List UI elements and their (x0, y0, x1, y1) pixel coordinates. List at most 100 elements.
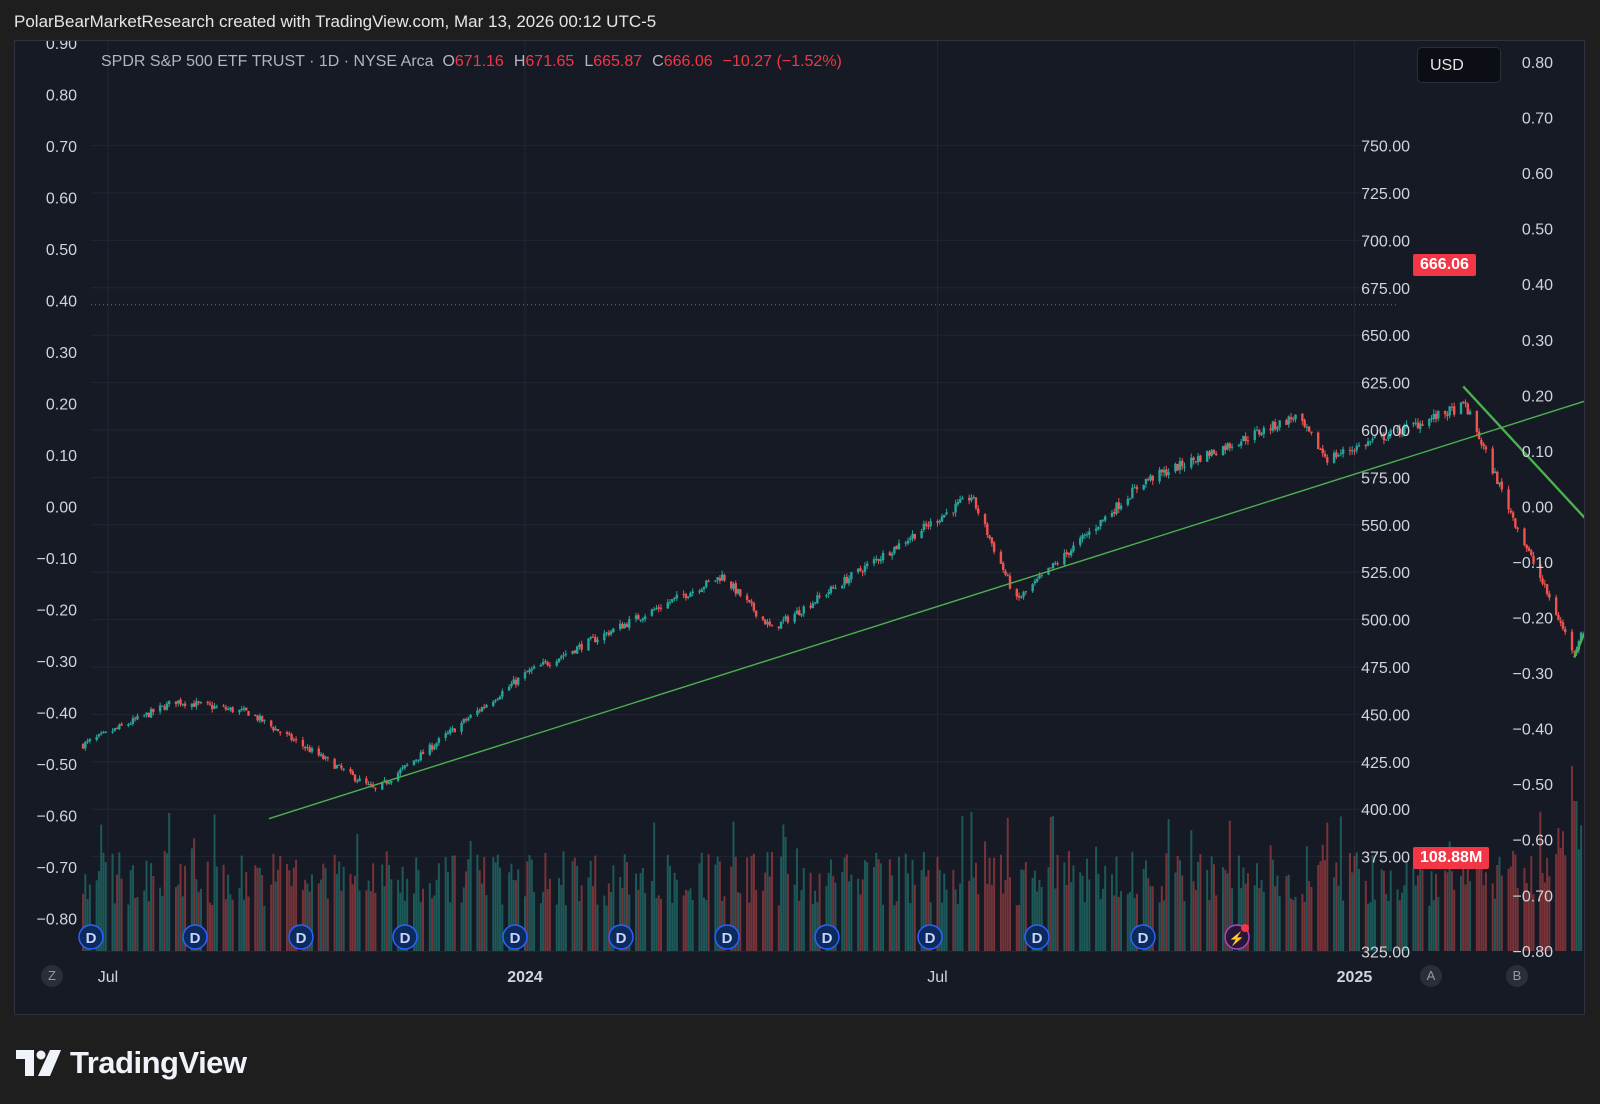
candle-body (1418, 423, 1422, 430)
volume-bar (659, 898, 662, 951)
volume-bar (825, 885, 828, 951)
dividend-marker-icon[interactable] (714, 924, 740, 950)
candle-body (578, 644, 581, 647)
dividend-marker-icon[interactable] (392, 924, 418, 950)
candle-body (1020, 597, 1023, 599)
volume-bar (571, 861, 574, 951)
candle-body (1516, 527, 1519, 530)
volume-bar (1541, 873, 1544, 951)
b-button[interactable]: B (1506, 965, 1528, 987)
dividend-marker-icon[interactable] (1024, 924, 1050, 950)
volume-bar (1129, 892, 1132, 951)
dividend-marker-icon[interactable] (288, 924, 314, 950)
candle-body (845, 576, 849, 584)
volume-bar (467, 859, 470, 951)
volume-bar (637, 889, 640, 951)
volume-bar (367, 880, 370, 951)
candle-body (904, 542, 907, 544)
dividend-marker-icon[interactable] (608, 924, 634, 950)
candle-body (643, 616, 647, 620)
candle-body (245, 707, 248, 711)
volume-bar (449, 902, 452, 951)
volume-bar (1004, 880, 1007, 951)
volume-bar (1437, 896, 1440, 951)
candle-body (541, 661, 545, 665)
volume-bar (1097, 873, 1100, 951)
candle-body (415, 759, 418, 761)
volume-bar (100, 824, 103, 951)
candle-body (1244, 436, 1247, 442)
left-axis-tick: 0.50 (46, 242, 77, 259)
candle-body (1072, 545, 1075, 552)
candle-body (1482, 443, 1485, 447)
volume-bar (84, 874, 87, 951)
candle-body (621, 623, 624, 629)
volume-bar (895, 901, 898, 951)
volume-bar (1258, 888, 1261, 951)
tradingview-logo[interactable]: TradingView (16, 1045, 247, 1081)
volume-bar (655, 897, 658, 951)
volume-bar (184, 865, 187, 951)
price-axis-tick: 475.00 (1361, 660, 1410, 677)
dividend-marker-icon[interactable] (917, 924, 943, 950)
volume-bar (453, 855, 456, 951)
candle-body (1165, 469, 1168, 476)
candle-body (1400, 432, 1404, 434)
symbol-title[interactable]: SPDR S&P 500 ETF TRUST · 1D · NYSE Arca (101, 53, 434, 70)
dividend-marker-icon[interactable] (182, 924, 208, 950)
dividend-marker-icon[interactable] (1130, 924, 1156, 950)
volume-bar (564, 905, 567, 951)
candle-body (1099, 519, 1102, 526)
volume-bar (1067, 851, 1070, 951)
candle-body (628, 619, 631, 628)
chart-panel[interactable]: D D D D D D D D D D D ⚡ 0.90 0.80 0.70 0.60 0.50 0.40 0.30… (14, 40, 1585, 1015)
volume-bar (1559, 847, 1562, 951)
volume-bar (401, 866, 404, 951)
right-axis-tick: 0.70 (1522, 111, 1553, 128)
candle-body (1405, 424, 1408, 426)
volume-bar (959, 883, 962, 951)
volume-bar (1120, 890, 1123, 951)
candle-body (1511, 512, 1515, 518)
volume-bar (242, 899, 245, 951)
candle-body (1097, 526, 1100, 530)
dividend-marker-icon[interactable] (78, 924, 104, 950)
trendline[interactable] (1462, 385, 1585, 553)
currency-button[interactable]: USD (1417, 47, 1501, 83)
dividend-marker-icon[interactable] (502, 924, 528, 950)
candle-body (143, 715, 146, 717)
volume-bar (88, 884, 91, 951)
candle-body (1527, 547, 1531, 552)
auto-scale-button[interactable]: A (1420, 965, 1442, 987)
volume-bar (480, 883, 483, 951)
volume-bar (483, 857, 486, 951)
volume-bar (1319, 861, 1322, 951)
candle-body (97, 734, 101, 737)
volume-bar (1419, 863, 1422, 951)
candle-body (809, 605, 812, 608)
trendline[interactable] (268, 256, 1585, 820)
candle-body (310, 748, 314, 752)
trendline[interactable] (1573, 553, 1585, 658)
candle-body (1135, 486, 1139, 490)
volume-bar (1530, 855, 1533, 951)
price-chart[interactable]: D D D D D D D D D D D ⚡ 0.90 0.80 0.70 0.60 0.50 0.40 0.30… (15, 41, 1585, 1015)
dividend-marker-icon[interactable] (814, 924, 840, 950)
volume-bar (1099, 899, 1102, 951)
candle-body (1067, 552, 1071, 555)
volume-bar (1512, 851, 1515, 951)
right-axis-tick: −0.30 (1513, 666, 1554, 683)
volume-bar (1276, 875, 1279, 951)
dividend-marker-label: D (1032, 930, 1043, 947)
z-button[interactable]: Z (41, 965, 63, 987)
volume-bar (956, 903, 959, 951)
volume-bar (95, 880, 98, 951)
candle-body (1094, 528, 1098, 531)
volume-bar (254, 865, 257, 951)
candle-body (1008, 575, 1012, 589)
volume-bar (1421, 870, 1424, 951)
volume-bar (1246, 873, 1249, 951)
volume-bar (879, 863, 882, 951)
left-axis-tick: −0.30 (37, 654, 78, 671)
candle-body (279, 731, 282, 733)
